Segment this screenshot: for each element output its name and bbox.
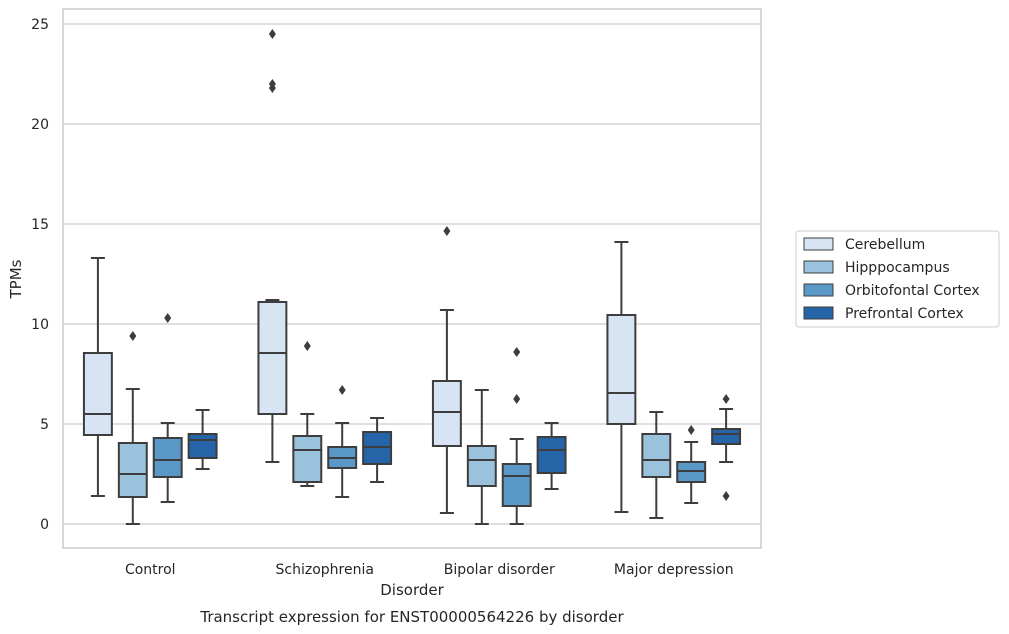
- legend-item: Cerebellum: [803, 237, 925, 253]
- box-iqr: [187, 433, 218, 459]
- x-tick-label: Control: [125, 562, 176, 578]
- x-axis-ticks: Control Schizophrenia Bipolar disorder Majo…: [125, 562, 734, 578]
- legend-swatch: [803, 306, 834, 320]
- box-hipppocampus-0: [117, 331, 148, 525]
- box-iqr: [536, 436, 567, 474]
- box-iqr: [641, 433, 672, 478]
- box-orbitofontal-cortex-0: [152, 313, 183, 503]
- box-hipppocampus-1: [292, 341, 323, 487]
- box-iqr: [466, 445, 497, 487]
- x-tick-label: Major depression: [614, 562, 734, 578]
- outlier-point: [722, 491, 730, 501]
- box-iqr: [117, 442, 148, 498]
- box-hipppocampus-3: [641, 411, 672, 519]
- y-tick-label: 0: [40, 517, 49, 533]
- box-iqr: [152, 437, 183, 478]
- outlier-point: [513, 394, 521, 404]
- legend-swatch: [803, 237, 834, 251]
- y-tick-label: 10: [31, 317, 49, 333]
- plot-area-frame: [62, 8, 762, 549]
- outlier-point: [687, 425, 695, 435]
- box-iqr: [711, 428, 742, 445]
- legend-swatch: [803, 283, 834, 297]
- box-hipppocampus-2: [466, 389, 497, 525]
- legend: Cerebellum Hipppocampus Orbitofontal Corte…: [795, 230, 1000, 328]
- legend-item: Prefrontal Cortex: [803, 306, 964, 322]
- box-cerebellum-0: [82, 257, 113, 497]
- legend-item: Orbitofontal Cortex: [803, 283, 980, 299]
- box-prefrontal-cortex-1: [362, 417, 393, 483]
- box-orbitofontal-cortex-3: [676, 425, 707, 504]
- box-iqr: [292, 435, 323, 483]
- legend-frame: [795, 230, 1000, 328]
- legend-label: Hipppocampus: [845, 260, 950, 276]
- outlier-point: [303, 341, 311, 351]
- box-cerebellum-3: [606, 241, 637, 513]
- outlier-point: [129, 331, 137, 341]
- box-iqr: [606, 314, 637, 425]
- legend-swatch: [803, 260, 834, 274]
- legend-item: Hipppocampus: [803, 260, 950, 276]
- outlier-point: [268, 29, 276, 39]
- box-orbitofontal-cortex-2: [501, 347, 532, 525]
- y-tick-label: 15: [31, 217, 49, 233]
- outlier-point: [338, 385, 346, 395]
- box-iqr: [257, 301, 288, 415]
- box-prefrontal-cortex-0: [187, 409, 218, 470]
- legend-label: Orbitofontal Cortex: [845, 283, 980, 299]
- x-tick-label: Bipolar disorder: [444, 562, 555, 578]
- x-axis-label: Disorder: [380, 581, 444, 599]
- y-axis-label: TPMs: [7, 259, 25, 299]
- outlier-point: [513, 347, 521, 357]
- legend-label: Cerebellum: [845, 237, 925, 253]
- box-cerebellum-1: [257, 29, 288, 463]
- box-prefrontal-cortex-2: [536, 422, 567, 490]
- outlier-point: [164, 313, 172, 323]
- x-tick-label: Schizophrenia: [276, 562, 374, 578]
- y-tick-label: 20: [31, 117, 49, 133]
- outlier-point: [722, 394, 730, 404]
- box-orbitofontal-cortex-1: [327, 385, 358, 498]
- box-iqr: [501, 463, 532, 507]
- y-axis-ticks: 0 5 10 15 20 25: [31, 17, 49, 533]
- outlier-point: [443, 226, 451, 236]
- box-iqr: [82, 352, 113, 436]
- legend-label: Prefrontal Cortex: [845, 306, 964, 322]
- box-groups: [82, 29, 742, 525]
- box-iqr: [431, 380, 462, 447]
- chart-caption: Transcript expression for ENST0000056422…: [199, 608, 624, 626]
- gridlines: [63, 23, 761, 525]
- y-tick-label: 25: [31, 17, 49, 33]
- box-prefrontal-cortex-3: [711, 394, 742, 501]
- y-tick-label: 5: [40, 417, 49, 433]
- outlier-point: [268, 79, 276, 89]
- box-cerebellum-2: [431, 226, 462, 514]
